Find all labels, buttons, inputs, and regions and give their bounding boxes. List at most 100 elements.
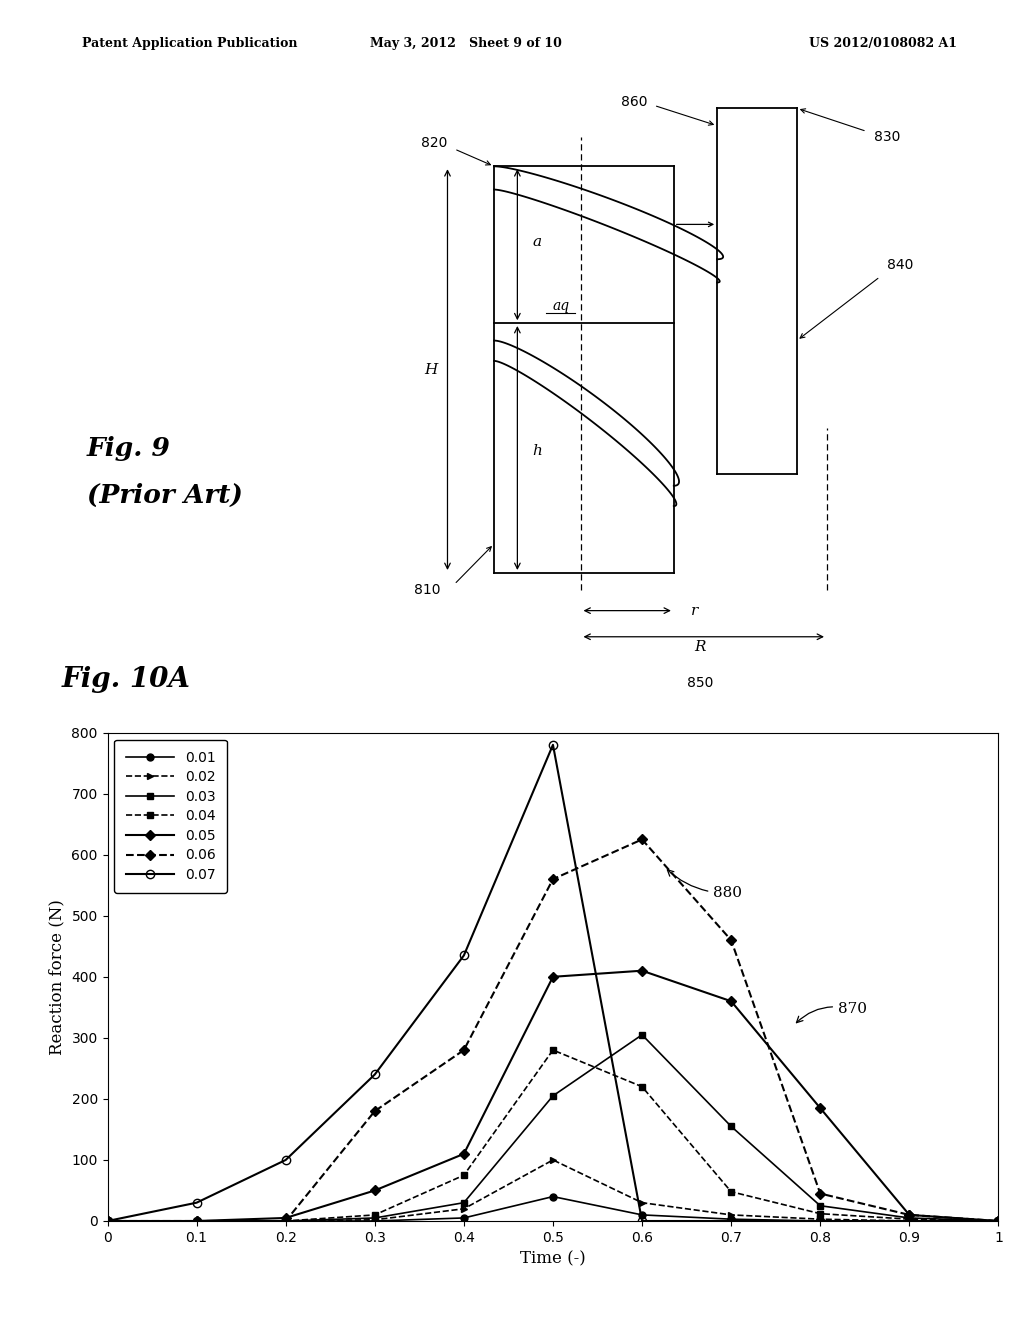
Text: 810: 810 [415,583,440,598]
0.03 [101,1213,114,1229]
0.03 [814,1197,826,1213]
0.06 [725,932,737,948]
0.07 [547,737,559,752]
0.06 [814,1185,826,1201]
0.02 [636,1195,648,1210]
Text: r: r [690,603,697,618]
X-axis label: Time (-): Time (-) [520,1250,586,1267]
0.04 [903,1212,915,1228]
Line: 0.07: 0.07 [103,741,1002,1225]
Line: 0.04: 0.04 [104,1047,1001,1225]
0.07 [725,1213,737,1229]
0.02 [814,1212,826,1228]
0.05 [814,1100,826,1115]
Text: a: a [532,235,542,249]
Text: May 3, 2012   Sheet 9 of 10: May 3, 2012 Sheet 9 of 10 [370,37,562,50]
0.05 [547,969,559,985]
0.07 [190,1195,203,1210]
0.01 [992,1213,1005,1229]
Y-axis label: Reaction force (N): Reaction force (N) [49,899,66,1055]
Text: (Prior Art): (Prior Art) [87,483,243,507]
0.03 [636,1027,648,1043]
0.01 [101,1213,114,1229]
0.03 [458,1195,470,1210]
0.04 [547,1043,559,1059]
0.02 [280,1213,292,1229]
0.04 [458,1167,470,1183]
0.04 [992,1213,1005,1229]
Text: h: h [532,444,543,458]
0.02 [547,1152,559,1168]
0.05 [458,1146,470,1162]
0.06 [101,1213,114,1229]
Text: R: R [694,640,707,655]
0.01 [547,1188,559,1204]
Text: 860: 860 [621,95,647,110]
0.06 [547,871,559,887]
0.03 [369,1210,381,1226]
0.01 [280,1213,292,1229]
0.03 [725,1118,737,1134]
0.03 [547,1088,559,1104]
0.05 [369,1183,381,1199]
Text: Patent Application Publication: Patent Application Publication [82,37,297,50]
0.06 [992,1213,1005,1229]
0.02 [190,1213,203,1229]
0.03 [903,1210,915,1226]
0.01 [814,1213,826,1229]
0.04 [725,1184,737,1200]
0.07 [814,1213,826,1229]
0.07 [636,1213,648,1229]
0.05 [101,1213,114,1229]
0.07 [903,1213,915,1229]
0.02 [101,1213,114,1229]
0.06 [903,1206,915,1222]
Text: US 2012/0108082 A1: US 2012/0108082 A1 [809,37,957,50]
0.05 [190,1213,203,1229]
Text: Fig. 10A: Fig. 10A [61,667,190,693]
0.04 [190,1213,203,1229]
0.04 [814,1205,826,1221]
Text: 830: 830 [873,131,900,144]
0.03 [190,1213,203,1229]
0.05 [636,962,648,978]
0.04 [101,1213,114,1229]
Text: 870: 870 [797,1002,867,1023]
0.07 [101,1213,114,1229]
0.05 [725,993,737,1008]
0.04 [636,1078,648,1094]
0.06 [458,1043,470,1059]
Text: 840: 840 [887,257,913,272]
Text: Fig. 9: Fig. 9 [87,437,171,461]
0.05 [280,1210,292,1226]
0.05 [903,1206,915,1222]
0.07 [280,1152,292,1168]
0.02 [725,1206,737,1222]
0.01 [458,1210,470,1226]
Line: 0.02: 0.02 [104,1156,1001,1225]
0.06 [280,1213,292,1229]
0.03 [992,1213,1005,1229]
0.06 [369,1104,381,1119]
0.01 [903,1213,915,1229]
0.02 [903,1213,915,1229]
Line: 0.06: 0.06 [104,836,1001,1225]
0.05 [992,1213,1005,1229]
0.01 [725,1212,737,1228]
Text: H: H [424,363,437,376]
0.02 [369,1212,381,1228]
0.02 [458,1201,470,1217]
0.06 [190,1213,203,1229]
Text: 850: 850 [687,676,714,690]
Line: 0.03: 0.03 [104,1031,1001,1225]
Text: 880: 880 [668,870,742,900]
0.07 [992,1213,1005,1229]
0.07 [458,948,470,964]
Line: 0.01: 0.01 [104,1193,1001,1225]
0.06 [636,832,648,847]
0.02 [992,1213,1005,1229]
Text: aq: aq [552,298,569,313]
Line: 0.05: 0.05 [104,968,1001,1225]
0.01 [369,1213,381,1229]
Text: 820: 820 [421,136,447,150]
